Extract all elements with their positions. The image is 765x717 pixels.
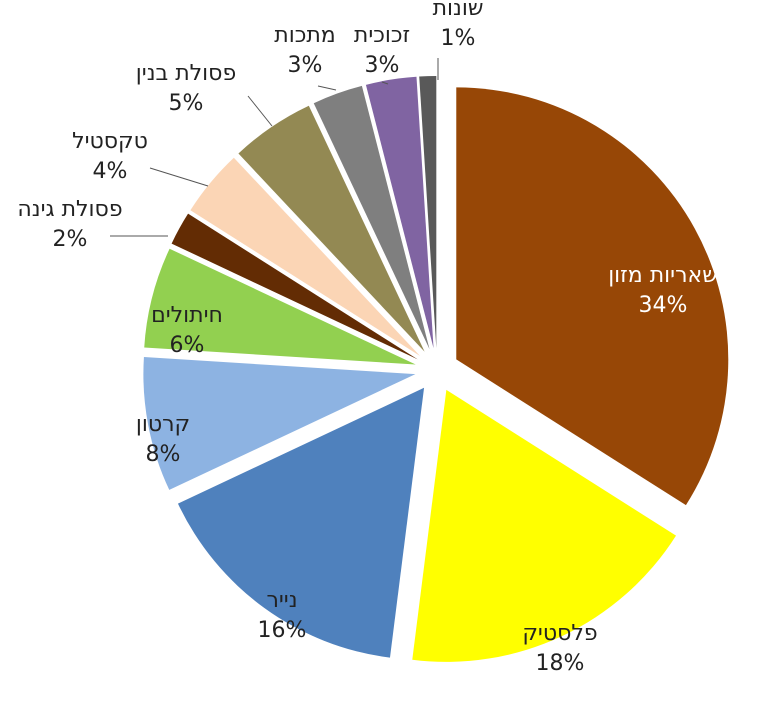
slice-label: נייר 16% (258, 588, 307, 643)
leader-line (247, 95, 273, 127)
slice-percent: 6% (170, 333, 205, 358)
slice-percent: 16% (258, 618, 307, 643)
slice-percent: 2% (53, 227, 88, 252)
slice-percent: 3% (365, 53, 400, 78)
slice-name: פסולת גינה (17, 197, 122, 222)
slice-label: טקסטיל 4% (72, 129, 148, 184)
pie-slice (190, 157, 421, 356)
slice-name: חיתולים (151, 303, 223, 328)
pie-slice (238, 105, 425, 352)
slice-name: טקסטיל (72, 129, 148, 154)
slice-name: פסולת בנין (136, 61, 236, 86)
slice-name: שונות (433, 0, 484, 21)
slice-percent: 8% (146, 442, 181, 467)
leader-lines (110, 58, 439, 237)
pie-slices (143, 76, 729, 662)
pie-slice (412, 389, 677, 662)
slice-label: פסולת גינה 2% (17, 197, 122, 252)
pie-slice (313, 85, 430, 350)
slice-name: קרטון (136, 412, 190, 437)
slice-name: שאריות מזון (608, 263, 718, 288)
slice-name: נייר (266, 588, 297, 613)
pie-slice (144, 248, 416, 365)
slice-label: קרטון 8% (136, 412, 190, 467)
slice-label: פסולת בנין 5% (136, 61, 236, 116)
slice-percent: 1% (441, 26, 476, 51)
leader-line (317, 85, 337, 91)
slice-name: זכוכית (354, 23, 410, 48)
slice-name: פלסטיק (522, 621, 597, 646)
slice-labels: שאריות מזון 34% פלסטיק 18% נייר 16% קרטון 8% חית… (17, 0, 717, 676)
pie-slice (365, 76, 434, 349)
slice-percent: 5% (169, 91, 204, 116)
slice-label: חיתולים 6% (151, 303, 223, 358)
pie-slice (143, 357, 416, 490)
pie-slice (177, 387, 425, 658)
slice-percent: 34% (639, 293, 688, 318)
leader-line (381, 81, 389, 85)
pie-slice (419, 76, 437, 349)
slice-label: שאריות מזון 34% (608, 263, 718, 318)
pie-slice (171, 213, 418, 360)
leader-line (149, 167, 209, 187)
slice-label: שונות 1% (433, 0, 484, 51)
slice-label: מתכות 3% (274, 23, 336, 78)
slice-percent: 4% (93, 159, 128, 184)
slice-percent: 18% (536, 651, 585, 676)
slice-name: מתכות (274, 23, 336, 48)
slice-label: פלסטיק 18% (522, 621, 597, 676)
slice-label: זכוכית 3% (354, 23, 410, 78)
pie-slice (456, 87, 729, 506)
slice-percent: 3% (288, 53, 323, 78)
